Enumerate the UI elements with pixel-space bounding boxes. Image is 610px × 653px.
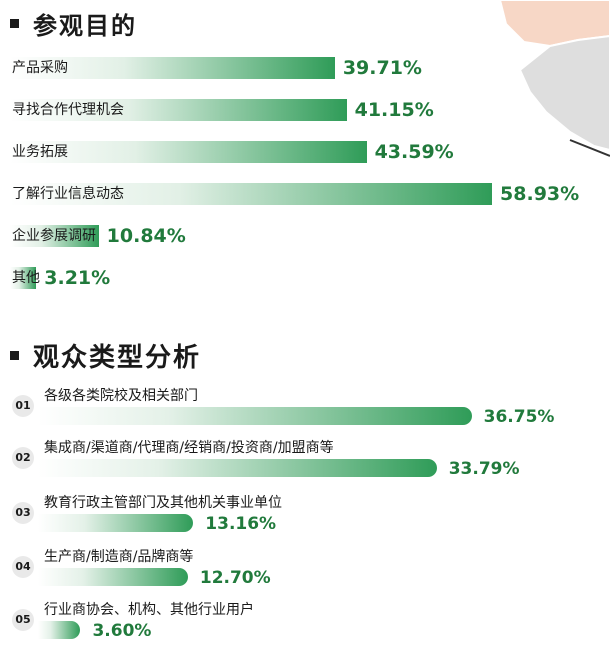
index-badge: 01: [12, 395, 34, 417]
map-border-line: [569, 139, 610, 157]
category-label: 企业参展调研: [12, 228, 96, 244]
map-region-gray: [518, 34, 610, 152]
bar: [38, 621, 81, 639]
index-badge: 05: [12, 609, 34, 631]
bar: [38, 407, 472, 425]
category-label: 寻找合作代理机会: [12, 102, 124, 118]
bar: [38, 514, 194, 532]
bar: [38, 459, 437, 477]
bar: [10, 183, 493, 205]
data-label: 3.21%: [44, 267, 111, 289]
data-label: 33.79%: [448, 459, 520, 479]
square-bullet-icon: [10, 351, 19, 360]
bar: [10, 225, 99, 247]
bar: [10, 267, 37, 289]
category-label: 教育行政主管部门及其他机关事业单位: [44, 495, 282, 511]
audience-title-text: 观众类型分析: [33, 343, 202, 373]
category-label: 产品采购: [12, 60, 68, 76]
data-label: 36.75%: [483, 407, 555, 427]
bar: [10, 99, 347, 121]
audience-section-title: 观众类型分析: [10, 337, 201, 374]
category-label: 业务拓展: [12, 144, 68, 160]
data-label: 39.71%: [342, 57, 422, 79]
category-label: 了解行业信息动态: [12, 186, 124, 202]
data-label: 10.84%: [106, 225, 186, 247]
data-label: 58.93%: [500, 183, 580, 205]
data-label: 3.60%: [92, 621, 152, 641]
category-label: 各级各类院校及相关部门: [44, 388, 198, 404]
data-label: 41.15%: [354, 99, 434, 121]
index-badge: 03: [12, 502, 34, 524]
data-label: 13.16%: [205, 514, 277, 534]
category-label: 集成商/渠道商/代理商/经销商/投资商/加盟商等: [44, 440, 334, 456]
data-label: 43.59%: [374, 141, 454, 163]
index-badge: 02: [12, 447, 34, 469]
category-label: 行业商协会、机构、其他行业用户: [44, 602, 254, 618]
bar: [38, 568, 188, 586]
square-bullet-icon: [10, 19, 19, 28]
bar: [10, 141, 367, 163]
purpose-title-text: 参观目的: [33, 12, 137, 40]
map-region-peach: [498, 0, 610, 48]
category-label: 生产商/制造商/品牌商等: [44, 549, 194, 565]
index-badge: 04: [12, 556, 34, 578]
bar: [10, 57, 335, 79]
category-label: 其他: [12, 270, 40, 286]
data-label: 12.70%: [199, 568, 271, 588]
purpose-section-title: 参观目的: [10, 6, 137, 41]
